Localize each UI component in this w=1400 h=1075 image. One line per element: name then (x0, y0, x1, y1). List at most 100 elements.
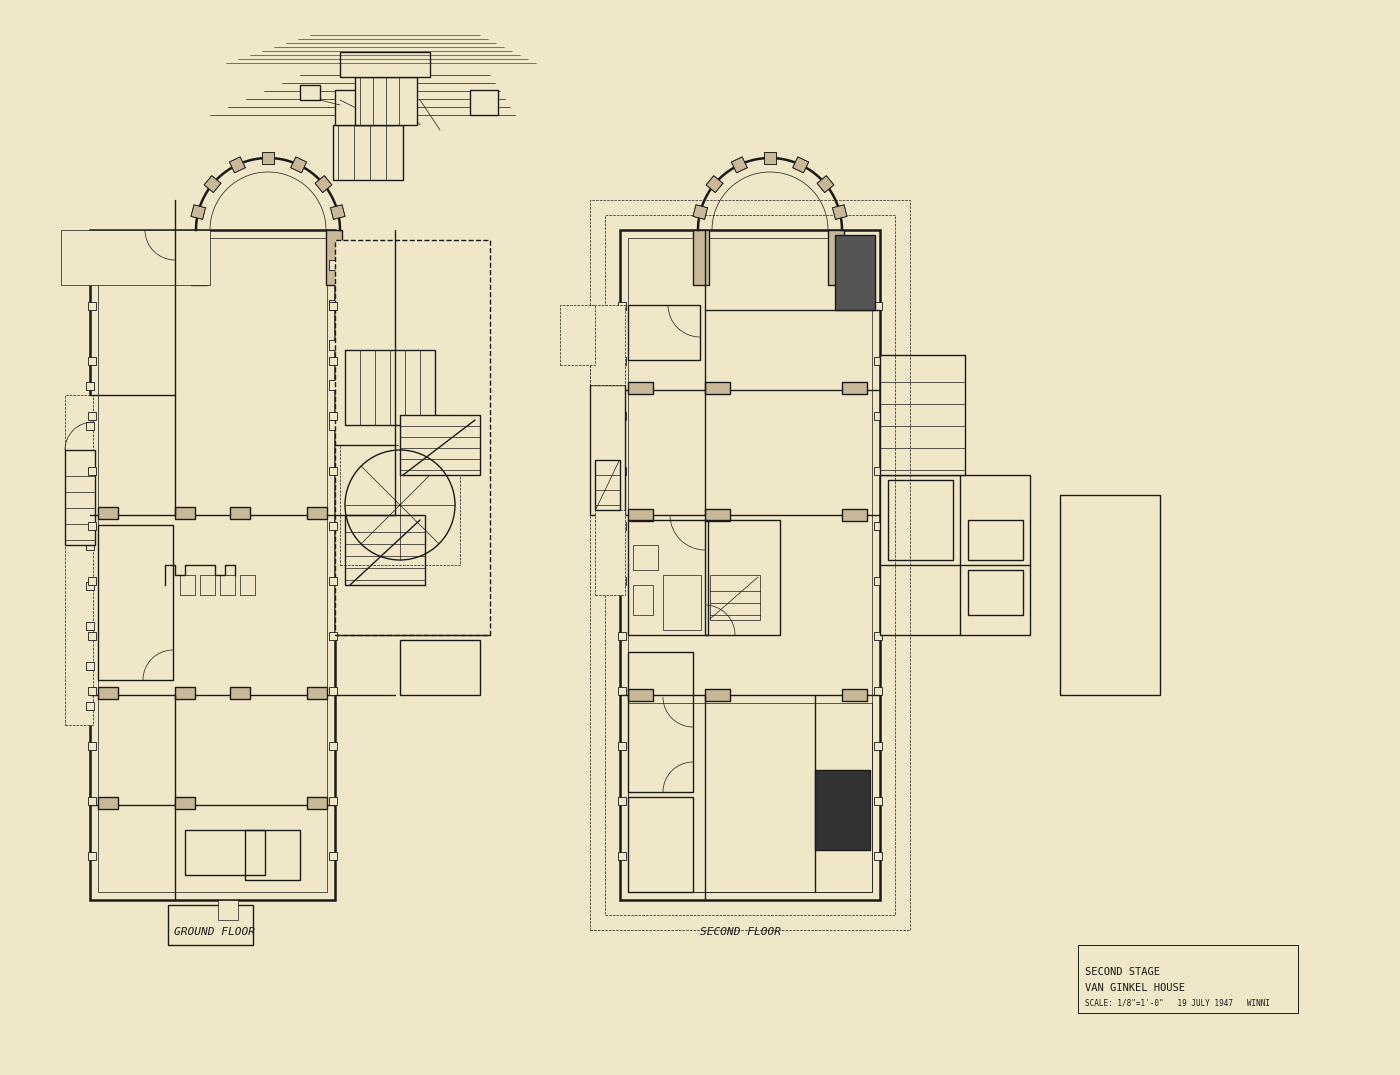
Bar (589, 385, 624, 515)
Bar (629, 238, 872, 892)
Bar (589, 305, 624, 385)
Bar (329, 357, 337, 366)
Bar (617, 687, 626, 696)
Bar (633, 545, 658, 570)
Bar (190, 230, 207, 285)
Bar (706, 689, 729, 701)
Bar (326, 230, 342, 285)
Bar (329, 300, 339, 310)
Bar (85, 422, 94, 430)
Bar (98, 687, 118, 699)
Bar (245, 830, 300, 880)
Bar (356, 77, 417, 125)
Bar (329, 742, 337, 750)
Bar (98, 797, 118, 809)
Bar (874, 852, 882, 860)
Bar (329, 467, 337, 475)
Bar (595, 510, 624, 594)
Bar (88, 797, 97, 805)
Bar (307, 687, 328, 699)
Bar (706, 382, 729, 395)
Bar (706, 508, 729, 521)
Bar (617, 797, 626, 805)
Bar (185, 830, 265, 875)
Bar (329, 302, 337, 310)
Bar (88, 302, 97, 310)
Bar (841, 508, 867, 521)
Bar (629, 689, 652, 701)
Bar (335, 90, 395, 125)
Bar (329, 852, 337, 860)
Polygon shape (291, 157, 307, 173)
Bar (874, 577, 882, 585)
Bar (85, 702, 94, 710)
Bar (888, 481, 953, 560)
Bar (329, 522, 337, 530)
Bar (329, 577, 337, 585)
Bar (88, 357, 97, 366)
Bar (340, 445, 461, 565)
Bar (617, 302, 626, 310)
Bar (874, 632, 882, 640)
Bar (64, 450, 95, 545)
Polygon shape (792, 157, 809, 173)
Bar (617, 577, 626, 585)
Bar (329, 379, 339, 390)
Bar (98, 525, 174, 680)
Bar (88, 467, 97, 475)
Bar (629, 653, 693, 792)
Bar (400, 640, 480, 696)
Bar (874, 412, 882, 420)
Bar (175, 687, 195, 699)
Bar (333, 125, 403, 180)
Text: GROUND FLOOR: GROUND FLOOR (175, 927, 255, 937)
Bar (834, 235, 875, 310)
Bar (827, 230, 844, 285)
Bar (85, 622, 94, 630)
Bar (841, 689, 867, 701)
Bar (874, 742, 882, 750)
Bar (967, 570, 1023, 615)
Bar (874, 302, 882, 310)
Polygon shape (315, 175, 332, 192)
Polygon shape (190, 205, 206, 219)
Bar (1060, 494, 1161, 696)
Bar (175, 507, 195, 519)
Bar (874, 357, 882, 366)
Bar (617, 852, 626, 860)
Bar (881, 355, 965, 475)
Polygon shape (230, 157, 245, 173)
Bar (693, 230, 708, 285)
Bar (329, 260, 339, 270)
Bar (85, 542, 94, 550)
Bar (200, 575, 216, 594)
Bar (181, 575, 195, 594)
Bar (329, 632, 337, 640)
Polygon shape (262, 152, 274, 164)
Bar (85, 462, 94, 470)
Bar (605, 215, 895, 915)
Bar (874, 522, 882, 530)
Bar (589, 200, 910, 930)
Bar (617, 412, 626, 420)
Bar (168, 905, 253, 945)
Bar (710, 575, 760, 620)
Bar (664, 575, 701, 630)
Bar (629, 520, 708, 635)
Bar (88, 742, 97, 750)
Bar (881, 475, 1030, 635)
Polygon shape (833, 205, 847, 219)
Bar (307, 507, 328, 519)
Bar (329, 412, 337, 420)
Bar (329, 687, 337, 696)
Bar (85, 382, 94, 390)
Bar (88, 687, 97, 696)
Polygon shape (693, 205, 707, 219)
Bar (344, 515, 426, 585)
Bar (815, 770, 869, 850)
Bar (300, 85, 321, 100)
Bar (88, 632, 97, 640)
Bar (85, 502, 94, 510)
Bar (874, 797, 882, 805)
Bar (617, 357, 626, 366)
